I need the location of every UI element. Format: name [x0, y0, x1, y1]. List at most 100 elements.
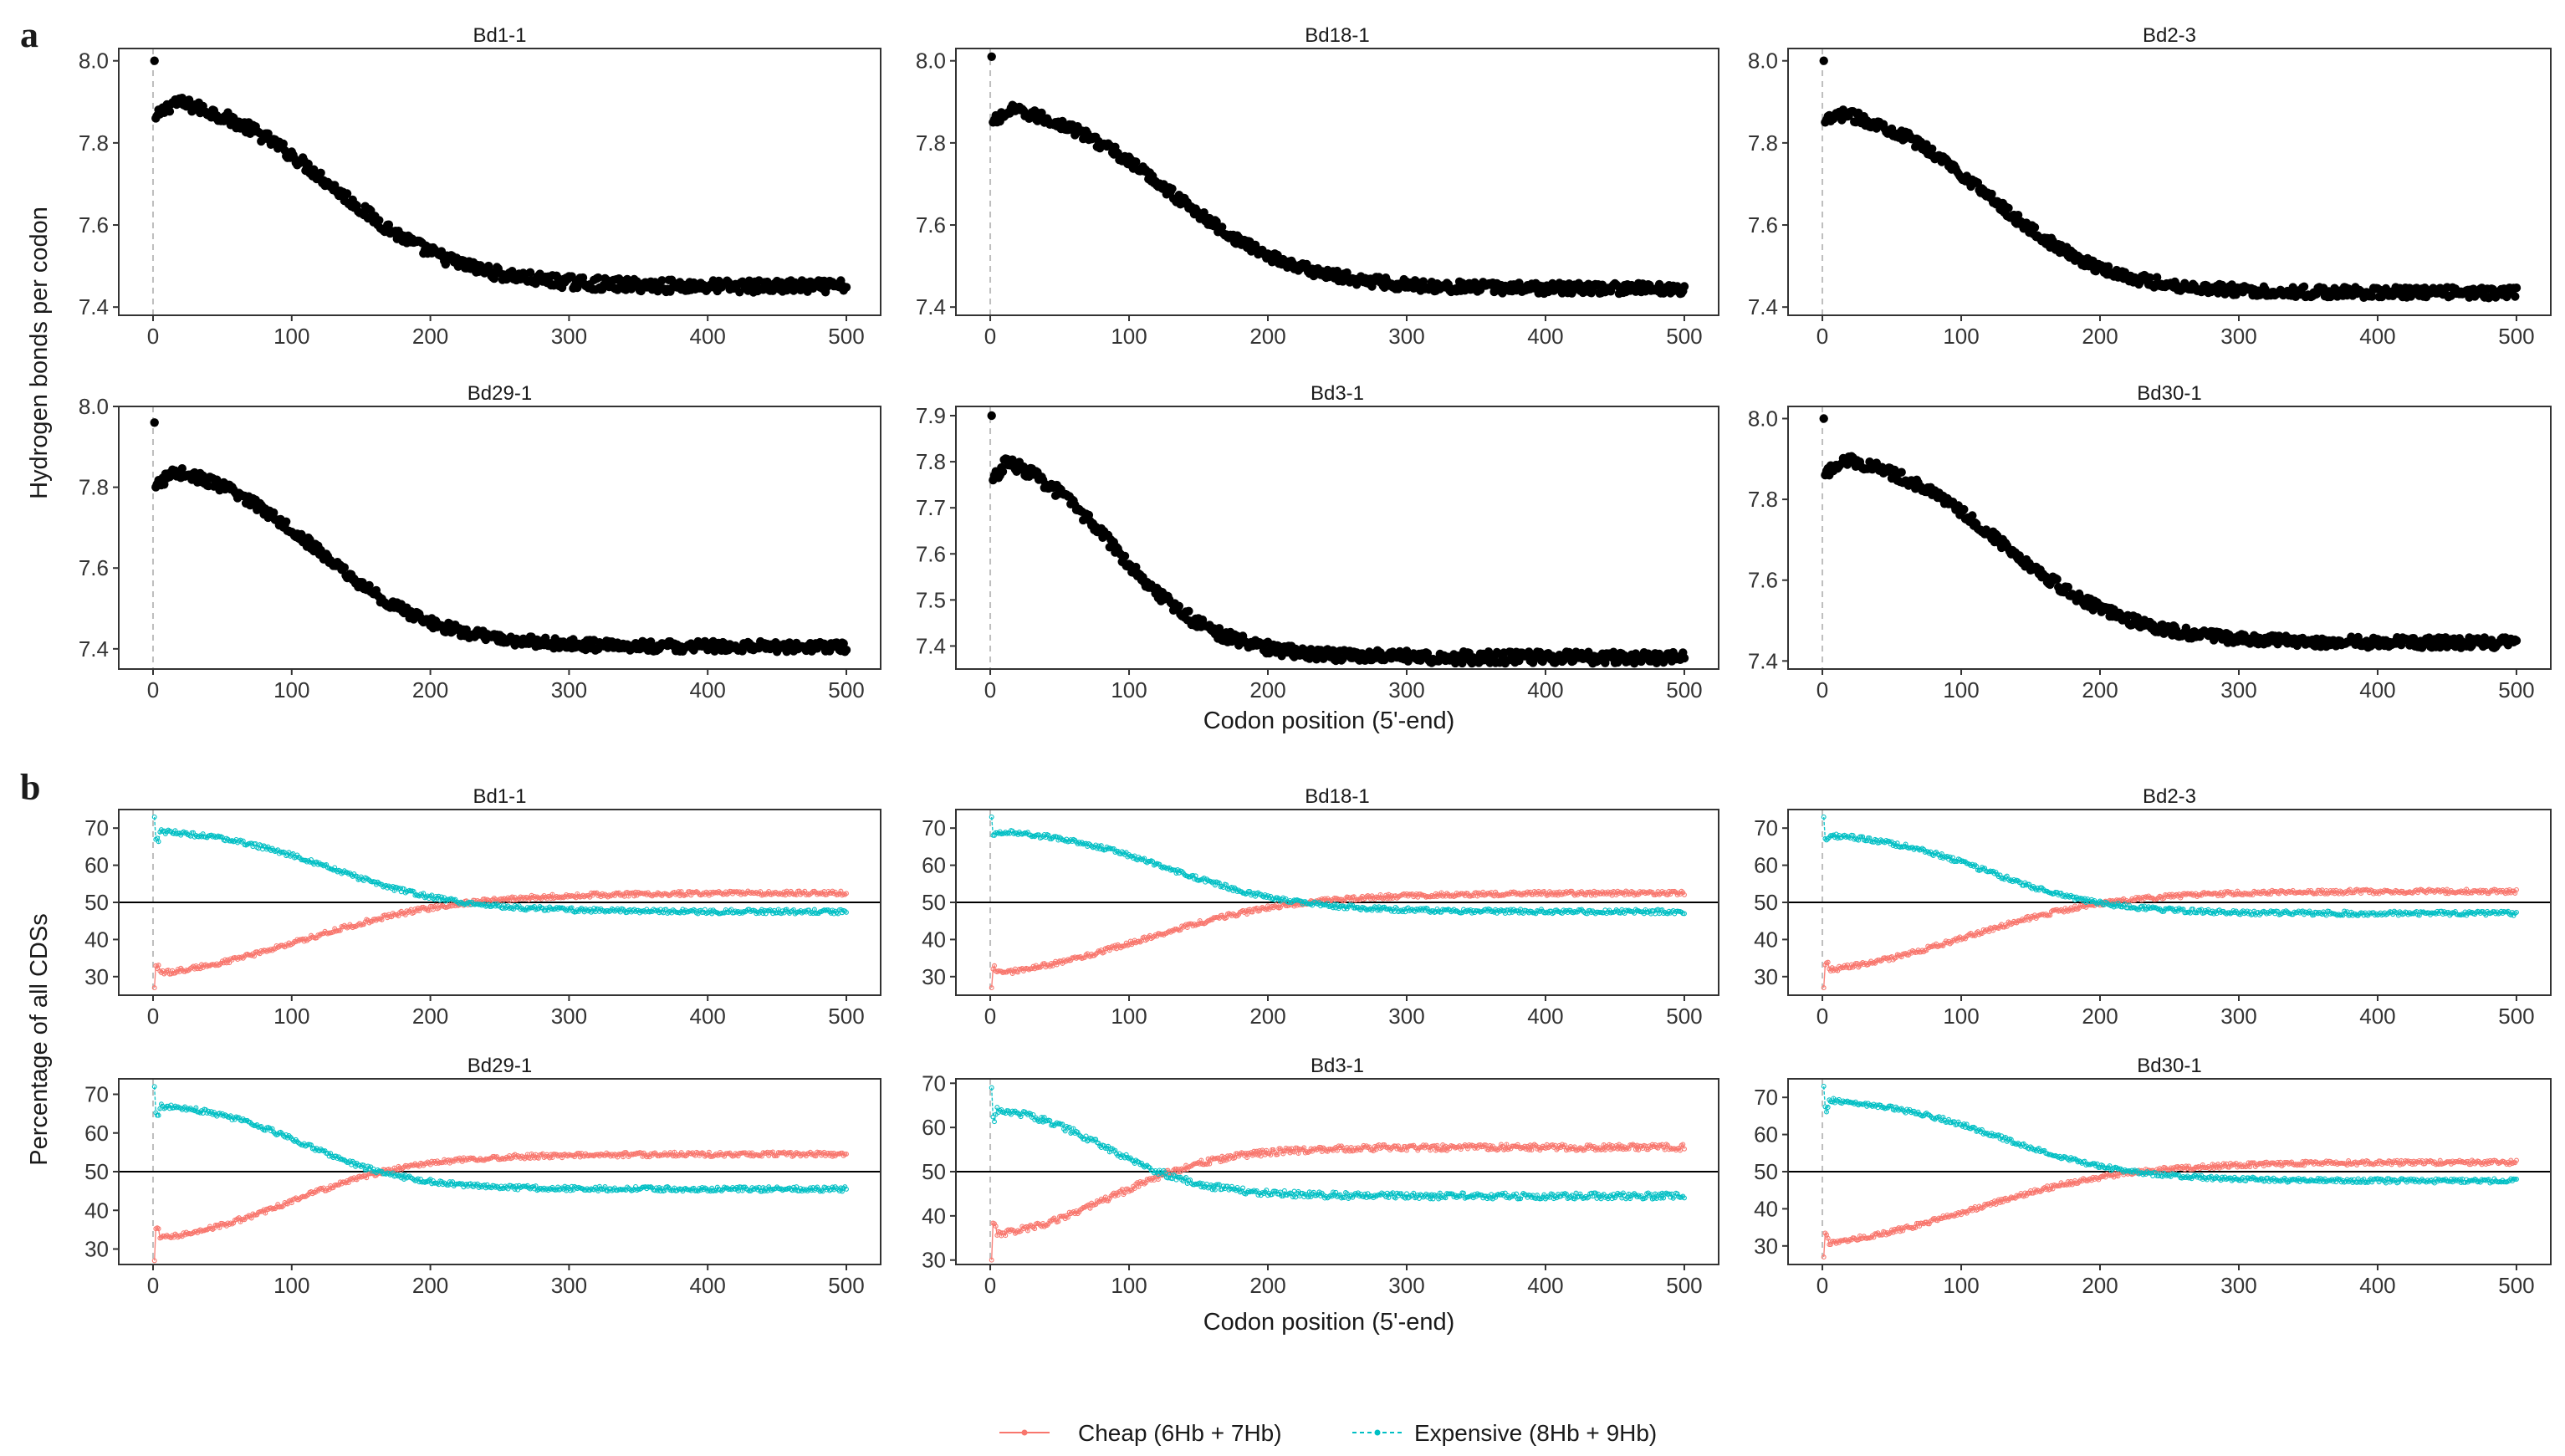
x-tick-label: 400: [690, 1004, 726, 1029]
y-tick-label: 7.4: [79, 294, 109, 319]
data-point: [508, 267, 517, 276]
y-tick-label: 7.6: [1748, 568, 1778, 593]
data-point: [1184, 606, 1193, 616]
x-tick-label: 500: [828, 324, 864, 349]
x-tick-label: 400: [1527, 677, 1563, 702]
x-tick-label: 400: [1527, 324, 1563, 349]
series-cheap: [989, 888, 1687, 991]
y-tick-label: 7.4: [1748, 294, 1778, 319]
x-tick-label: 200: [412, 677, 448, 702]
x-tick-label: 500: [1666, 324, 1702, 349]
data-point: [2511, 636, 2522, 646]
data-point: [2030, 222, 2040, 232]
data-points: [150, 56, 851, 297]
y-tick-label: 50: [84, 890, 109, 915]
data-point: [525, 268, 535, 277]
data-point: [150, 56, 159, 65]
y-tick-label: 7.6: [79, 555, 109, 580]
data-point: [309, 165, 319, 174]
panel-title: Bd2-3: [2143, 24, 2196, 47]
data-point: [841, 646, 851, 655]
y-tick-label: 7.4: [79, 636, 109, 662]
x-tick-label: 100: [273, 677, 309, 702]
x-tick-label: 500: [2498, 677, 2534, 702]
data-point: [841, 283, 851, 292]
y-tick-label: 7.6: [916, 541, 946, 566]
x-tick-label: 500: [2498, 324, 2534, 349]
x-tick-label: 400: [690, 324, 726, 349]
data-point: [1897, 467, 1906, 477]
x-tick-label: 300: [1388, 677, 1424, 702]
data-points: [1819, 56, 2522, 303]
data-point: [594, 273, 603, 283]
data-point: [1120, 551, 1130, 561]
y-tick-label: 60: [84, 853, 109, 878]
x-tick-label: 500: [828, 1004, 864, 1029]
panel-title: Bd3-1: [1311, 382, 1364, 405]
x-tick-label: 100: [273, 1004, 309, 1029]
data-point: [278, 139, 288, 149]
x-tick-label: 300: [551, 1004, 587, 1029]
panel-title: Bd1-1: [473, 24, 526, 47]
panels-layer: Bd1-10 100 200 300 400 5007.47.67.88.0Bd18-10…: [79, 24, 2552, 1298]
data-point: [282, 517, 291, 526]
x-tick-label: 400: [2359, 677, 2395, 702]
x-tick-label: 100: [1111, 677, 1147, 702]
data-point: [150, 418, 159, 427]
data-point: [1928, 144, 1937, 154]
x-tick-label: 300: [2220, 324, 2256, 349]
y-tick-label: 7.4: [916, 294, 946, 319]
panel-title: Bd18-1: [1305, 24, 1369, 47]
panel-frame: [118, 406, 881, 670]
y-tick-label: 7.9: [916, 403, 946, 428]
x-tick-label: 100: [1943, 677, 1979, 702]
data-point: [2511, 284, 2522, 293]
x-tick-label: 0: [984, 677, 996, 702]
y-tick-label: 7.4: [916, 633, 946, 658]
x-tick-label: 0: [1816, 677, 1828, 702]
y-tick-label: 7.8: [1748, 487, 1778, 512]
x-tick-label: 0: [1816, 324, 1828, 349]
x-tick-label: 200: [412, 324, 448, 349]
x-tick-label: 0: [147, 1004, 159, 1029]
x-tick-label: 200: [412, 1004, 448, 1029]
x-tick-label: 300: [2220, 677, 2256, 702]
x-tick-label: 100: [1111, 324, 1147, 349]
y-tick-label: 8.0: [1748, 49, 1778, 74]
x-tick-label: 200: [2082, 677, 2118, 702]
y-tick-label: 7.5: [916, 587, 946, 612]
x-tick-label: 500: [1666, 677, 1702, 702]
data-point: [531, 279, 540, 289]
y-tick-label: 8.0: [916, 49, 946, 74]
panel-frame: [955, 406, 1719, 670]
x-tick-label: 200: [2082, 324, 2118, 349]
data-point: [2511, 292, 2520, 301]
data-point: [2299, 282, 2309, 291]
data-point: [573, 283, 582, 293]
panel-title: Bd30-1: [2137, 382, 2201, 405]
data-point: [987, 411, 996, 421]
y-tick-label: 7.6: [1748, 212, 1778, 238]
data-point: [1168, 184, 1177, 193]
x-tick-label: 300: [551, 677, 587, 702]
y-tick-label: 30: [84, 964, 109, 989]
x-tick-label: 0: [147, 324, 159, 349]
x-tick-label: 0: [147, 677, 159, 702]
data-point: [375, 216, 384, 225]
x-tick-label: 0: [984, 324, 996, 349]
panel-title: Bd18-1: [1305, 785, 1369, 808]
y-tick-label: 7.8: [916, 449, 946, 474]
series-cheap: [151, 888, 849, 991]
data-point: [316, 168, 325, 177]
y-tick-label: 7.6: [79, 212, 109, 238]
panel-title: Bd1-1: [473, 785, 526, 808]
data-point: [987, 52, 996, 61]
data-point: [1679, 653, 1689, 663]
data-points: [150, 418, 851, 656]
data-point: [263, 129, 273, 138]
